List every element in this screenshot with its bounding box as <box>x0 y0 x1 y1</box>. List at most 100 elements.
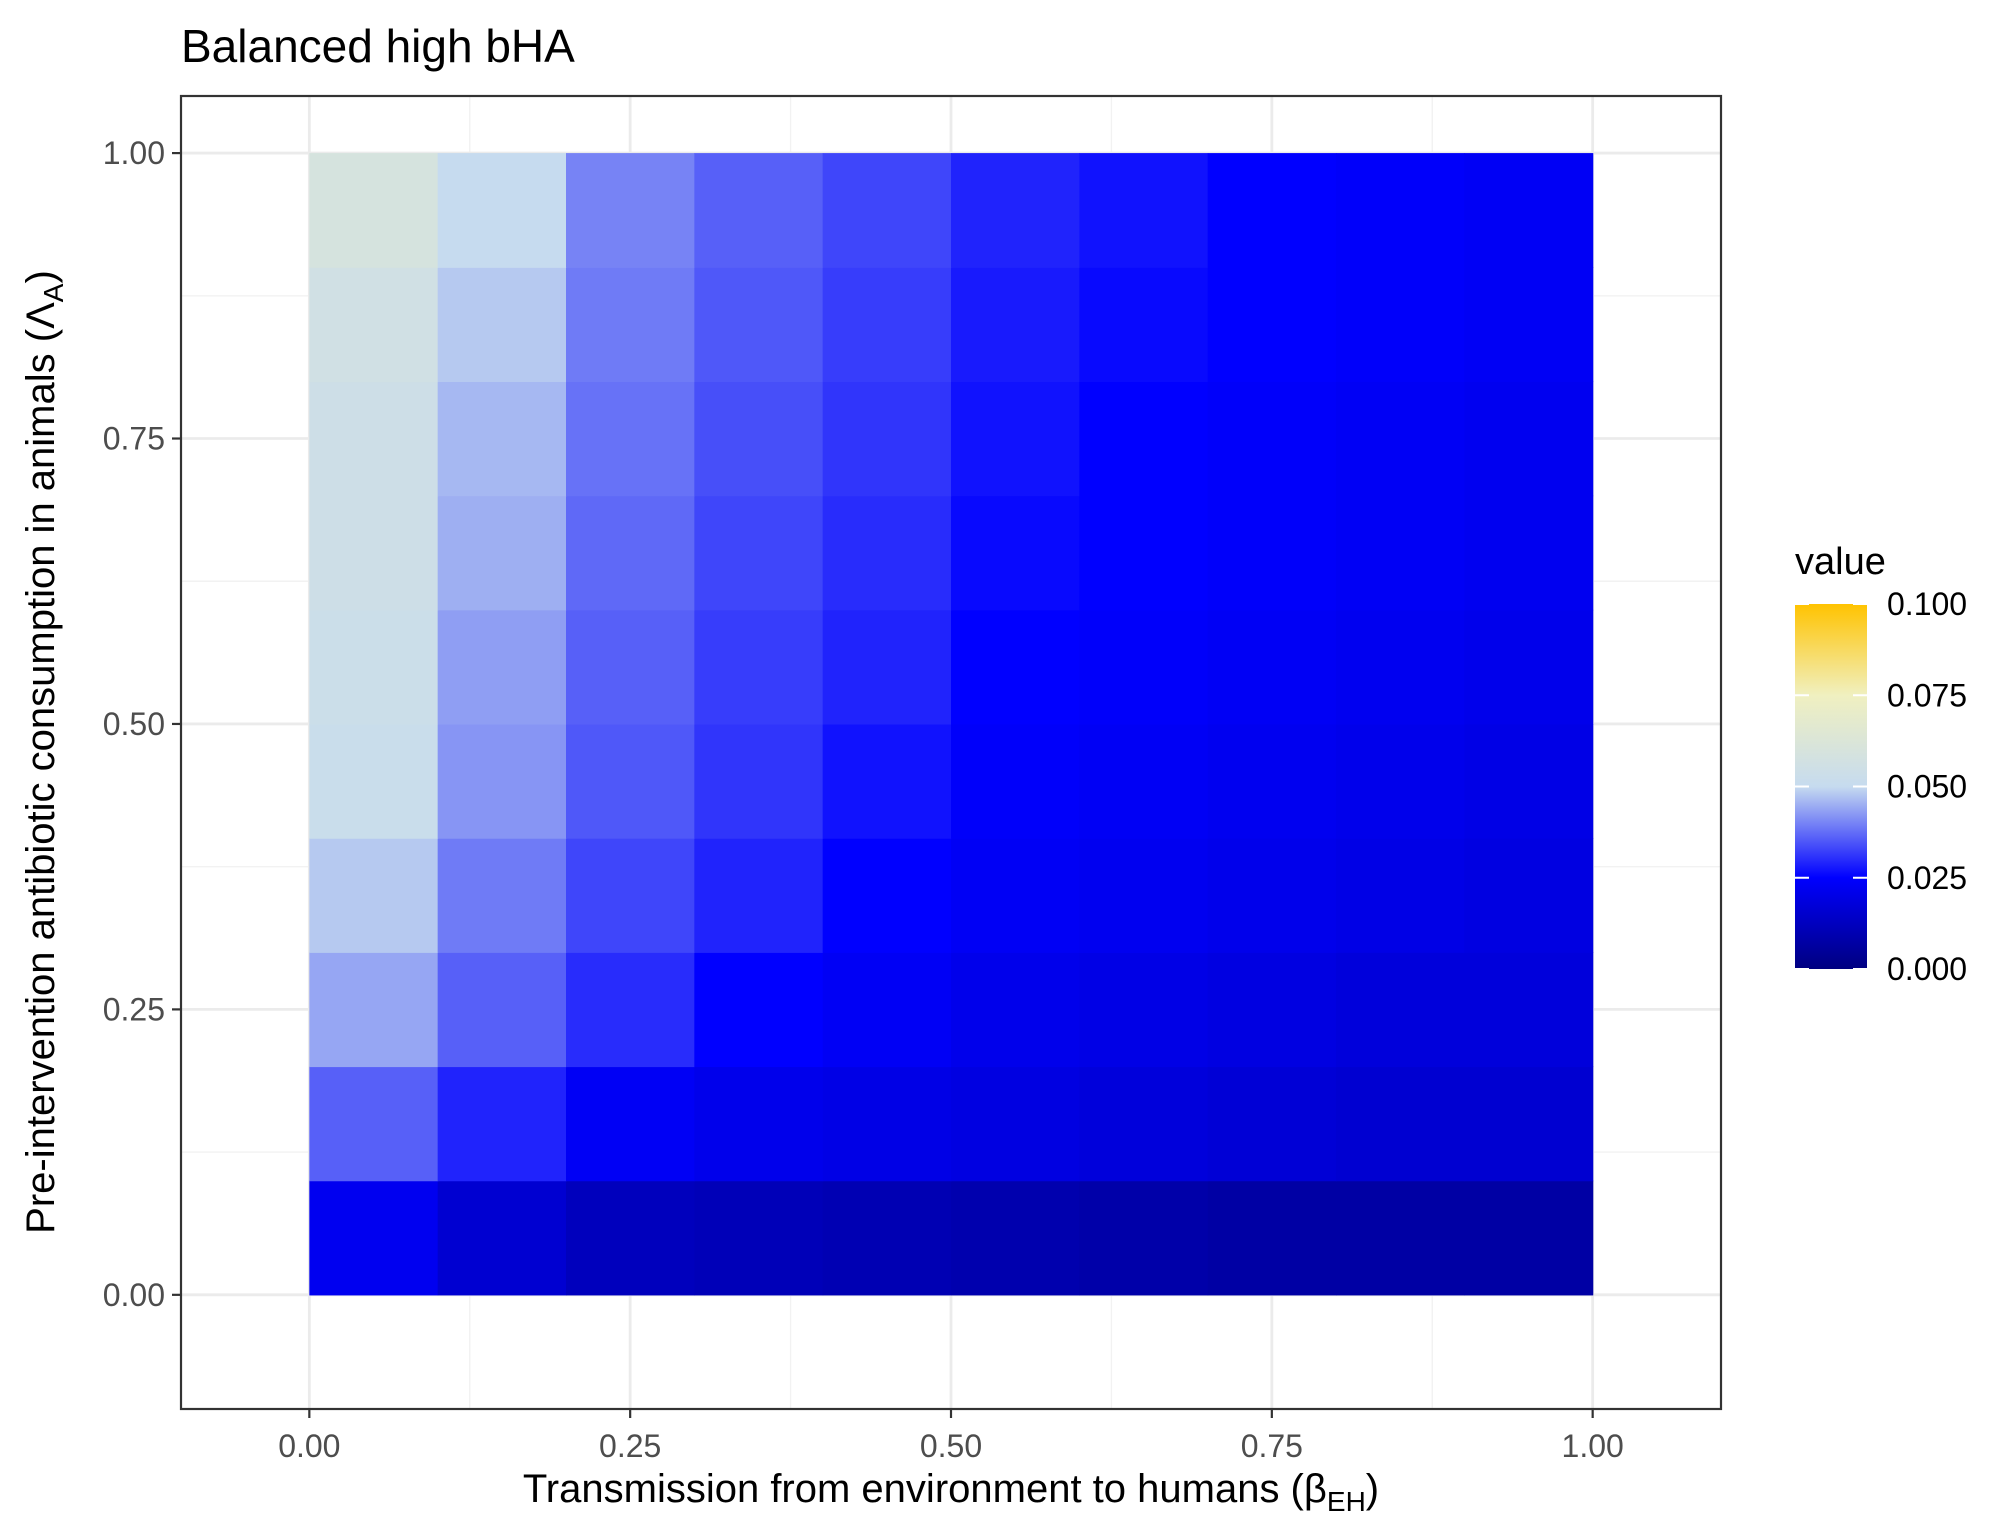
legend-tick-label: 0.025 <box>1887 860 1967 896</box>
heatmap-cell <box>566 381 695 497</box>
heatmap-cell <box>309 609 439 725</box>
color-legend: value 0.000 0.025 0.050 0.075 0.100 <box>1795 541 1967 987</box>
heatmap-cell <box>437 495 567 611</box>
heatmap-cell <box>566 1066 695 1182</box>
heatmap-cell <box>1336 723 1465 839</box>
heatmap-cell <box>822 495 952 611</box>
legend-tick-label: 0.000 <box>1887 951 1967 987</box>
heatmap-cell <box>694 723 824 839</box>
heatmap-cell <box>1079 723 1209 839</box>
legend-ticks: 0.000 0.025 0.050 0.075 0.100 <box>1795 586 1967 987</box>
heatmap-cell <box>694 609 824 725</box>
heatmap-cell <box>1464 153 1594 268</box>
y-axis-title-subscript: A <box>38 283 69 302</box>
heatmap-cell <box>822 153 952 268</box>
x-tick-label: 1.00 <box>1562 1428 1624 1464</box>
heatmap-cell <box>1464 723 1594 839</box>
heatmap-cell <box>1464 952 1594 1068</box>
heatmap-cell <box>1336 495 1465 611</box>
heatmap-cell <box>1079 495 1209 611</box>
heatmap-cell <box>822 838 952 953</box>
heatmap-cell <box>1464 267 1594 383</box>
heatmap-cell <box>437 723 567 839</box>
heatmap-cell <box>1207 495 1337 611</box>
heatmap-cell <box>1207 723 1337 839</box>
heatmap-cell <box>1464 381 1594 497</box>
y-axis: 0.00 0.25 0.50 0.75 1.00 <box>103 135 181 1313</box>
heatmap-cell <box>309 267 439 383</box>
heatmap-cell <box>822 381 952 497</box>
heatmap-cell <box>1079 838 1209 953</box>
heatmap-cell <box>437 153 567 268</box>
heatmap-cell <box>566 153 695 268</box>
heatmap-cell <box>309 153 439 268</box>
heatmap-cell <box>694 153 824 268</box>
heatmap-cell <box>1207 1066 1337 1182</box>
heatmap-cell <box>1207 381 1337 497</box>
heatmap-cell <box>1207 1180 1337 1296</box>
heatmap-cell <box>437 952 567 1068</box>
heatmap-cell <box>951 1066 1080 1182</box>
heatmap-cell <box>1079 153 1209 268</box>
heatmap-cell <box>1207 838 1337 953</box>
y-axis-title-suffix: ) <box>19 270 63 283</box>
heatmap-cell <box>694 381 824 497</box>
heatmap-cell <box>1464 495 1594 611</box>
heatmap-cell <box>951 1180 1080 1296</box>
heatmap-cell <box>951 952 1080 1068</box>
heatmap-cell <box>1207 952 1337 1068</box>
x-axis-title: Transmission from environment to humans … <box>523 1467 1379 1517</box>
heatmap-cell <box>1207 267 1337 383</box>
heatmap-cell <box>566 267 695 383</box>
heatmap-cell <box>1464 838 1594 953</box>
heatmap-cell <box>1079 952 1209 1068</box>
heatmap-cell <box>1336 1180 1465 1296</box>
x-axis: 0.00 0.25 0.50 0.75 1.00 <box>278 1409 1624 1464</box>
heatmap-cell <box>951 267 1080 383</box>
heatmap-cell <box>822 1180 952 1296</box>
heatmap-cell <box>566 723 695 839</box>
heatmap-cell <box>437 838 567 953</box>
heatmap-cell <box>822 723 952 839</box>
heatmap-cell <box>437 267 567 383</box>
heatmap-cell <box>1079 609 1209 725</box>
y-tick-label: 1.00 <box>103 135 165 171</box>
heatmap-tiles <box>309 153 1594 1296</box>
heatmap-cell <box>309 723 439 839</box>
heatmap-cell <box>694 267 824 383</box>
heatmap-cell <box>1079 267 1209 383</box>
heatmap-cell <box>1336 952 1465 1068</box>
heatmap-cell <box>1207 609 1337 725</box>
y-axis-title-symbol: Λ <box>19 302 63 329</box>
heatmap-cell <box>694 1066 824 1182</box>
heatmap-cell <box>437 1180 567 1296</box>
heatmap-cell <box>1464 609 1594 725</box>
x-tick-label: 0.00 <box>278 1428 340 1464</box>
heatmap-cell <box>309 1180 439 1296</box>
heatmap-cell <box>822 1066 952 1182</box>
heatmap-cell <box>1079 381 1209 497</box>
x-axis-title-text: Transmission from environment to humans … <box>523 1467 1305 1511</box>
heatmap-cell <box>694 1180 824 1296</box>
heatmap-cell <box>1336 267 1465 383</box>
x-tick-label: 0.50 <box>920 1428 982 1464</box>
heatmap-cell <box>951 153 1080 268</box>
legend-tick-label: 0.075 <box>1887 677 1967 713</box>
heatmap-cell <box>822 952 952 1068</box>
heatmap-cell <box>309 838 439 953</box>
heatmap-cell <box>566 495 695 611</box>
y-axis-title: Pre-intervention antibiotic consumption … <box>19 270 69 1234</box>
chart-title: Balanced high bHA <box>181 20 575 72</box>
heatmap-cell <box>822 609 952 725</box>
y-tick-label: 0.50 <box>103 706 165 742</box>
heatmap-cell <box>437 1066 567 1182</box>
x-tick-label: 0.25 <box>599 1428 661 1464</box>
y-axis-title-text: Pre-intervention antibiotic consumption … <box>19 328 63 1234</box>
x-axis-title-symbol: β <box>1304 1467 1327 1511</box>
heatmap-cell <box>1079 1066 1209 1182</box>
heatmap-cell <box>694 495 824 611</box>
x-tick-label: 0.75 <box>1241 1428 1303 1464</box>
y-tick-label: 0.75 <box>103 421 165 457</box>
heatmap-cell <box>1464 1180 1594 1296</box>
